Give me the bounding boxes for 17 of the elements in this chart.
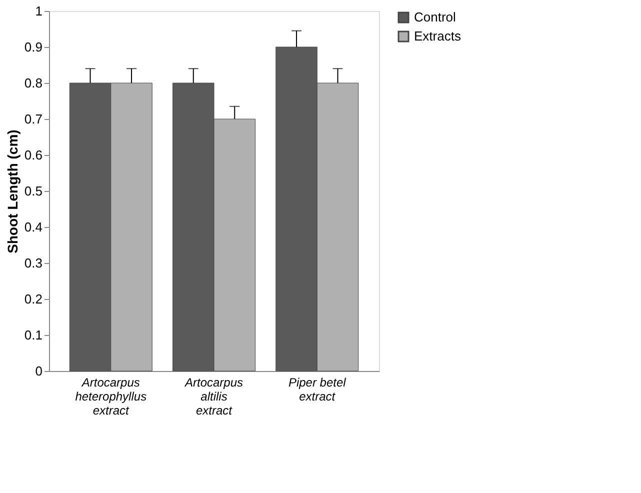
y-tick-label: 0.6	[24, 148, 42, 162]
y-tick-label: 0	[35, 364, 42, 378]
y-tick-label: 0.4	[24, 220, 42, 234]
y-tick-label: 0.8	[24, 76, 42, 90]
y-axis-title: Shoot Length (cm)	[4, 130, 20, 254]
x-tick-label: Artocarpus heterophyllus extract	[75, 376, 147, 418]
y-tick-label: 0.2	[24, 292, 42, 306]
y-tick-label: 0.3	[24, 256, 42, 270]
y-tick-label: 0.5	[24, 184, 42, 198]
y-tick-label: 1	[35, 4, 42, 18]
y-tick-label: 0.7	[24, 112, 42, 126]
x-tick-label: Piper betel extract	[288, 376, 346, 404]
y-tick-label: 0.9	[24, 40, 42, 54]
legend-label: Control	[414, 10, 456, 24]
y-tick-label: 0.1	[24, 328, 42, 342]
legend-label: Extracts	[414, 28, 462, 44]
x-tick-label: Artocarpus altilis extract	[184, 376, 244, 418]
